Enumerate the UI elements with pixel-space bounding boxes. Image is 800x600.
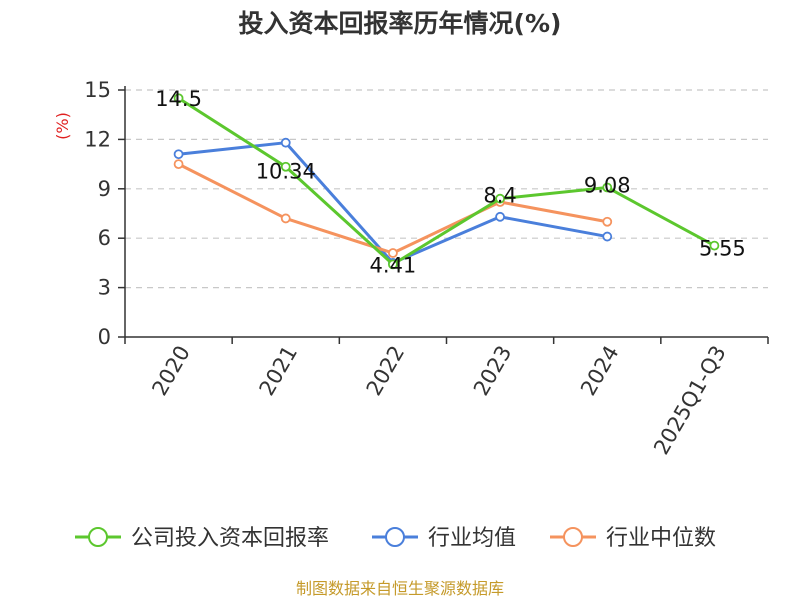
y-tick-label: 0 [98, 325, 111, 349]
data-point [495, 193, 505, 204]
x-tick-label: 2020 [147, 342, 195, 400]
legend-marker [88, 527, 108, 547]
data-point [388, 248, 398, 258]
axes [118, 86, 769, 344]
data-point [602, 216, 613, 227]
data-label: 5.55 [699, 237, 746, 261]
data-label: 4.41 [370, 253, 417, 277]
data-point [280, 213, 291, 224]
data-label: 9.08 [584, 173, 631, 197]
x-tick-label: 2023 [469, 342, 517, 400]
data-label: 8.4 [483, 184, 516, 208]
data-point [709, 240, 720, 251]
series-line [178, 141, 608, 265]
legend-item[interactable]: 公司投入资本回报率 [75, 526, 329, 551]
legend-label: 公司投入资本回报率 [131, 526, 329, 551]
data-point [173, 149, 184, 160]
data-point [388, 259, 398, 270]
grid [125, 89, 768, 289]
series-layer [173, 93, 720, 270]
legend-label: 行业均值 [428, 526, 516, 551]
x-tick-label: 2024 [576, 342, 624, 400]
y-axis-label: (%) [53, 112, 72, 140]
data-point [280, 161, 291, 172]
legend-item[interactable]: 行业均值 [372, 526, 516, 551]
chart-title: 投入资本回报率历年情况(%) [239, 9, 562, 38]
x-tick-label: 2021 [255, 342, 303, 400]
series-2 [173, 137, 613, 268]
y-tick-label: 12 [84, 127, 111, 151]
series-1 [173, 93, 720, 270]
data-point [495, 211, 505, 222]
series-line [177, 96, 716, 266]
data-point [280, 137, 291, 148]
y-tick-label: 3 [98, 276, 111, 300]
y-tick-label: 9 [98, 177, 111, 201]
y-tick-label: 15 [84, 78, 111, 102]
data-labels: 14.5 10.34 4.41 8.4 9.08 5.55 [155, 87, 746, 277]
x-tick-label: 2025Q1-Q3 [649, 342, 731, 459]
legend[interactable]: 公司投入资本回报率 行业均值 行业中位数 [75, 526, 716, 551]
x-tick-labels: 2020 2021 2022 2023 2024 2025Q1-Q3 [147, 342, 730, 459]
y-tick-label: 6 [98, 226, 111, 250]
series-3 [173, 159, 613, 258]
x-tick-label: 2022 [362, 342, 410, 400]
data-point [602, 231, 613, 242]
data-label: 10.34 [256, 160, 316, 184]
source-note: 制图数据来自恒生聚源数据库 [296, 579, 504, 598]
legend-marker [563, 527, 583, 547]
data-label: 14.5 [155, 87, 202, 111]
legend-item[interactable]: 行业中位数 [550, 526, 716, 551]
data-point [602, 182, 613, 193]
y-tick-labels: 0 3 6 9 12 15 [84, 78, 111, 349]
legend-marker [385, 527, 405, 547]
series-line [177, 162, 608, 255]
data-point [173, 159, 184, 170]
legend-label: 行业中位数 [606, 526, 716, 551]
data-point [173, 93, 184, 104]
